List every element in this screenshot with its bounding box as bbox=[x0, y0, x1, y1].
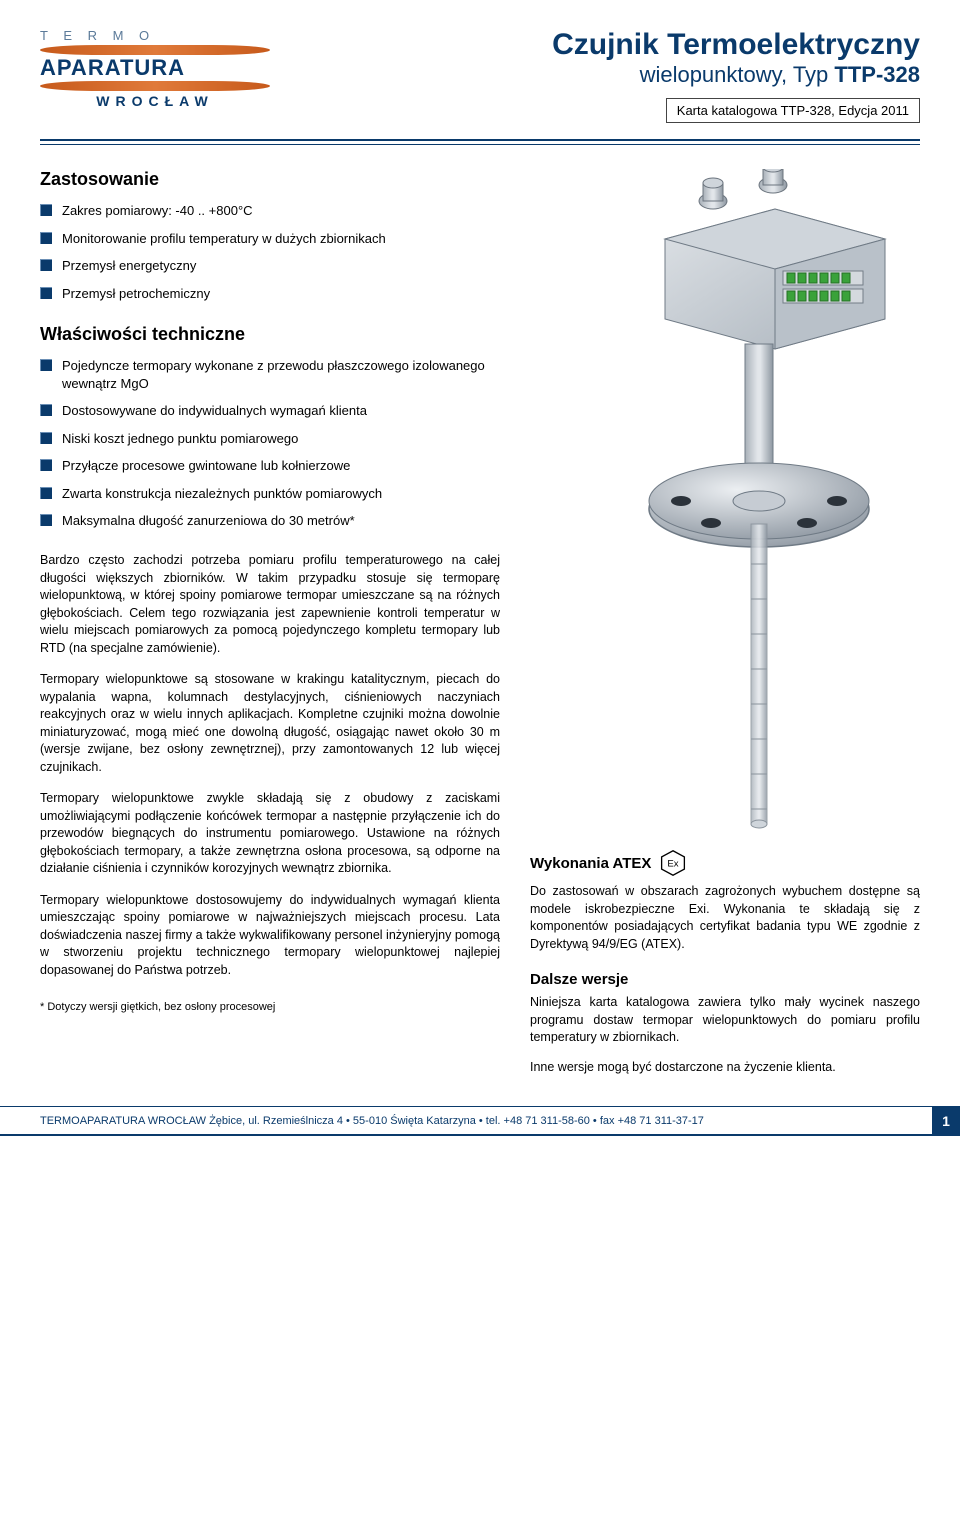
paragraph: Termopary wielopunktowe zwykle składają … bbox=[40, 790, 500, 878]
dalsze-paragraph-1: Niniejsza karta katalogowa zawiera tylko… bbox=[530, 994, 920, 1047]
logo-line2: APARATURA bbox=[40, 57, 270, 79]
header-rule-thin bbox=[40, 144, 920, 145]
list-item: Przyłącze procesowe gwintowane lub kołni… bbox=[40, 457, 500, 475]
footer-address: TERMOAPARATURA WROCŁAW Żębice, ul. Rzemi… bbox=[40, 1115, 704, 1127]
list-item: Zakres pomiarowy: -40 .. +800°C bbox=[40, 202, 500, 220]
edition-box: Karta katalogowa TTP-328, Edycja 2011 bbox=[666, 98, 920, 123]
zastosowanie-list: Zakres pomiarowy: -40 .. +800°C Monitoro… bbox=[40, 202, 500, 302]
list-item: Przemysł petrochemiczny bbox=[40, 285, 500, 303]
paragraph: Termopary wielopunktowe są stosowane w k… bbox=[40, 671, 500, 776]
section-dalsze: Dalsze wersje bbox=[530, 971, 920, 988]
dalsze-paragraph-2: Inne wersje mogą być dostarczone na życz… bbox=[530, 1059, 920, 1077]
doc-title-line2: wielopunktowy, Typ TTP-328 bbox=[270, 62, 920, 88]
page-footer: TERMOAPARATURA WROCŁAW Żębice, ul. Rzemi… bbox=[0, 1106, 960, 1136]
list-item: Dostosowywane do indywidualnych wymagań … bbox=[40, 402, 500, 420]
footnote: * Dotyczy wersji giętkich, bez osłony pr… bbox=[40, 1001, 500, 1013]
logo-swoosh bbox=[40, 45, 270, 55]
section-wlasciwosci: Właściwości techniczne bbox=[40, 324, 500, 345]
list-item: Monitorowanie profilu temperatury w duży… bbox=[40, 230, 500, 248]
paragraph: Bardzo często zachodzi potrzeba pomiaru … bbox=[40, 552, 500, 657]
list-item: Maksymalna długość zanurzeniowa do 30 me… bbox=[40, 512, 500, 530]
list-item: Zwarta konstrukcja niezależnych punktów … bbox=[40, 485, 500, 503]
list-item: Pojedyncze termopary wykonane z przewodu… bbox=[40, 357, 500, 392]
logo-line3: WROCŁAW bbox=[40, 93, 270, 109]
section-zastosowanie: Zastosowanie bbox=[40, 169, 500, 190]
product-illustration bbox=[530, 169, 920, 849]
atex-ex-icon: Ex bbox=[659, 849, 687, 877]
list-item: Przemysł energetyczny bbox=[40, 257, 500, 275]
page-number: 1 bbox=[932, 1107, 960, 1135]
section-atex: Wykonania ATEX bbox=[530, 855, 651, 872]
doc-type-code: TTP-328 bbox=[834, 62, 920, 87]
list-item: Niski koszt jednego punktu pomiarowego bbox=[40, 430, 500, 448]
atex-paragraph: Do zastosowań w obszarach zagrożonych wy… bbox=[530, 883, 920, 953]
logo-line1: T E R M O bbox=[40, 28, 270, 43]
doc-subtitle-pre: wielopunktowy, Typ bbox=[640, 62, 835, 87]
header-rule-thick bbox=[40, 139, 920, 141]
logo-swoosh bbox=[40, 81, 270, 91]
doc-title-line1: Czujnik Termoelektryczny bbox=[270, 28, 920, 62]
wlasciwosci-list: Pojedyncze termopary wykonane z przewodu… bbox=[40, 357, 500, 530]
paragraph: Termopary wielopunktowe dostosowujemy do… bbox=[40, 892, 500, 980]
company-logo: T E R M O APARATURA WROCŁAW bbox=[40, 28, 270, 109]
svg-text:Ex: Ex bbox=[668, 859, 679, 870]
body-paragraphs: Bardzo często zachodzi potrzeba pomiaru … bbox=[40, 552, 500, 979]
